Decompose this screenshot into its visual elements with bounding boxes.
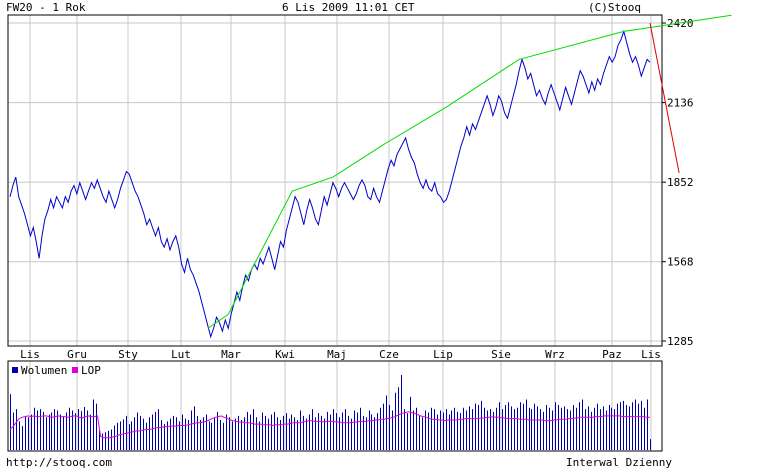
month-tick-label: Cze bbox=[379, 348, 399, 361]
price-axis-ticks: 2420 2136 1852 1568 1285 bbox=[662, 17, 694, 348]
lop-line-group bbox=[9, 411, 650, 439]
volume-bars bbox=[10, 375, 651, 450]
month-tick-label: Gru bbox=[67, 348, 87, 361]
trendlines-group bbox=[207, 14, 732, 329]
month-tick-label: Maj bbox=[327, 348, 347, 361]
legend-label-lop: LOP bbox=[81, 364, 101, 377]
price-line-group bbox=[9, 29, 651, 339]
price-tick-label: 1852 bbox=[667, 176, 694, 189]
price-plot-frame bbox=[7, 14, 663, 362]
volume-plot-frame bbox=[7, 360, 663, 452]
month-tick-label: Sty bbox=[118, 348, 138, 361]
chart-symbol-title: FW20 - 1 Rok bbox=[6, 1, 86, 14]
price-tick-label: 1568 bbox=[667, 256, 694, 269]
price-plot-border bbox=[7, 14, 663, 347]
green-trendline bbox=[207, 14, 732, 329]
month-tick-label: Lis bbox=[20, 348, 40, 361]
legend-label-volume: Wolumen bbox=[21, 364, 67, 377]
price-tick-label: 1285 bbox=[667, 335, 694, 348]
chart-timestamp: 6 Lis 2009 11:01 CET bbox=[282, 1, 415, 14]
month-tick-label: Lis bbox=[641, 348, 661, 361]
price-tick-label: 2136 bbox=[667, 97, 694, 110]
price-tick-label: 2420 bbox=[667, 17, 694, 30]
volume-plot-border bbox=[7, 360, 663, 452]
copyright-label: (C)Stooq bbox=[588, 1, 641, 14]
price-grid bbox=[8, 15, 662, 451]
month-tick-label: Lut bbox=[171, 348, 191, 361]
lop-series-line bbox=[9, 411, 650, 439]
red-trendline bbox=[649, 22, 680, 173]
legend-swatch-lop bbox=[72, 367, 78, 373]
month-axis: Lis Gru Sty Lut Mar Kwi Maj Cze Lip Sie Wrz Paz Lis bbox=[20, 348, 661, 361]
legend-swatch-volume bbox=[12, 367, 18, 373]
month-tick-label: Mar bbox=[221, 348, 241, 361]
volume-legend: Wolumen LOP bbox=[12, 364, 101, 377]
month-tick-label: Paz bbox=[602, 348, 622, 361]
month-tick-label: Sie bbox=[491, 348, 511, 361]
interval-label: Interwal Dzienny bbox=[566, 456, 672, 469]
month-tick-label: Kwi bbox=[275, 348, 295, 361]
month-tick-label: Lip bbox=[433, 348, 453, 361]
source-url[interactable]: http://stooq.com bbox=[6, 456, 112, 469]
price-series-line bbox=[9, 29, 651, 339]
month-tick-label: Wrz bbox=[545, 348, 565, 361]
